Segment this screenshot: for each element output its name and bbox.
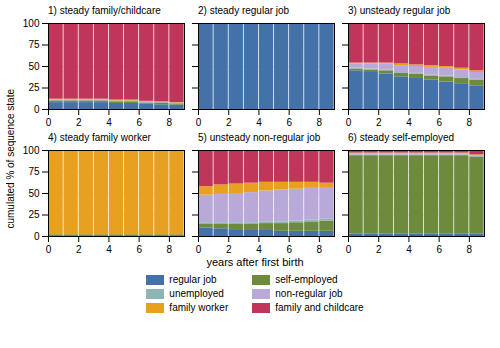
svg-text:6: 6 <box>436 117 442 127</box>
html-text:unemployed: unemployed <box>169 288 224 299</box>
svg-text:8: 8 <box>167 244 173 254</box>
svg-text:6: 6 <box>286 117 292 127</box>
html-text:2) steady regular job: 2) steady regular job <box>198 5 290 16</box>
svg-text:75: 75 <box>28 166 40 177</box>
html-text:cumulated % of sequence state: cumulated % of sequence state <box>4 88 16 229</box>
svg-text:2: 2 <box>376 244 382 254</box>
html-text:regular job: regular job <box>169 274 217 285</box>
svg-text:2: 2 <box>226 244 232 254</box>
html-text:5) unsteady non-regular job: 5) unsteady non-regular job <box>198 132 321 143</box>
svg-text:8: 8 <box>467 117 473 127</box>
svg-text:25: 25 <box>28 209 40 220</box>
svg-text:2: 2 <box>376 117 382 127</box>
html-text:6) steady self-employed: 6) steady self-employed <box>348 132 455 143</box>
svg-text:0: 0 <box>196 117 202 127</box>
svg-text:8: 8 <box>317 244 323 254</box>
svg-text:4: 4 <box>106 117 112 127</box>
svg-text:0: 0 <box>346 117 352 127</box>
svg-text:0: 0 <box>346 244 352 254</box>
svg-text:6: 6 <box>136 244 142 254</box>
svg-text:6: 6 <box>286 244 292 254</box>
svg-text:4: 4 <box>406 244 412 254</box>
svg-text:0: 0 <box>34 231 40 242</box>
svg-text:0: 0 <box>46 117 52 127</box>
html-text:non-regular job: non-regular job <box>275 288 343 299</box>
svg-text:6: 6 <box>436 244 442 254</box>
svg-text:8: 8 <box>467 244 473 254</box>
svg-text:100: 100 <box>23 18 40 29</box>
svg-text:75: 75 <box>28 39 40 50</box>
svg-text:0: 0 <box>196 244 202 254</box>
svg-text:0: 0 <box>34 104 40 115</box>
svg-text:4: 4 <box>106 244 112 254</box>
svg-text:2: 2 <box>76 117 82 127</box>
svg-text:8: 8 <box>317 117 323 127</box>
html-text:family and childcare: family and childcare <box>275 302 364 313</box>
svg-text:100: 100 <box>23 145 40 156</box>
html-text:3) unsteady regular job: 3) unsteady regular job <box>348 5 451 16</box>
svg-text:4: 4 <box>406 117 412 127</box>
svg-text:25: 25 <box>28 82 40 93</box>
html-text:years after first birth: years after first birth <box>206 256 304 268</box>
svg-text:2: 2 <box>226 117 232 127</box>
html-text:4) steady family worker: 4) steady family worker <box>48 132 151 143</box>
svg-text:6: 6 <box>136 117 142 127</box>
html-text:family worker: family worker <box>169 302 229 313</box>
svg-text:50: 50 <box>28 61 40 72</box>
svg-text:50: 50 <box>28 188 40 199</box>
svg-text:4: 4 <box>256 117 262 127</box>
html-text:1) steady family/childcare: 1) steady family/childcare <box>48 5 161 16</box>
html-text:self-employed: self-employed <box>275 274 338 285</box>
svg-text:4: 4 <box>256 244 262 254</box>
svg-text:0: 0 <box>46 244 52 254</box>
svg-text:8: 8 <box>167 117 173 127</box>
svg-text:2: 2 <box>76 244 82 254</box>
